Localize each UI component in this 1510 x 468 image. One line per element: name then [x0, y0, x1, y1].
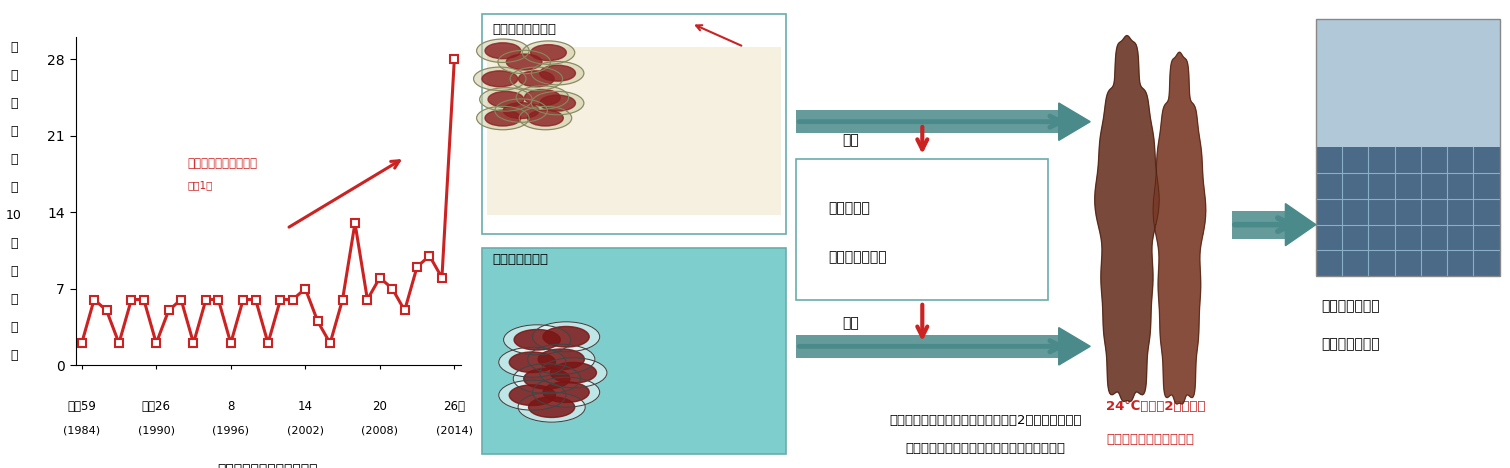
FancyBboxPatch shape: [486, 47, 781, 215]
Text: ・共生細菌: ・共生細菌: [827, 201, 870, 215]
Text: ・生産量の増大: ・生産量の増大: [1321, 337, 1380, 351]
Polygon shape: [1285, 204, 1315, 246]
Text: 日: 日: [11, 153, 18, 166]
Circle shape: [474, 67, 525, 90]
Circle shape: [513, 329, 560, 350]
Circle shape: [539, 65, 575, 81]
Circle shape: [477, 39, 528, 62]
Circle shape: [519, 106, 572, 130]
Circle shape: [528, 397, 575, 417]
Circle shape: [513, 364, 580, 394]
Polygon shape: [1059, 103, 1090, 140]
Text: 月: 月: [11, 237, 18, 250]
Circle shape: [538, 349, 584, 370]
FancyBboxPatch shape: [482, 248, 785, 454]
Circle shape: [533, 377, 599, 407]
Polygon shape: [1095, 36, 1160, 402]
Circle shape: [503, 325, 571, 355]
Circle shape: [518, 392, 586, 422]
Text: ・生産の安定化: ・生産の安定化: [1321, 300, 1380, 314]
Circle shape: [516, 86, 569, 109]
Circle shape: [527, 344, 595, 374]
Text: ノリ生産開始日の経年変化: ノリ生産開始日の経年変化: [217, 463, 319, 468]
Text: 付: 付: [11, 321, 18, 334]
Text: (1996): (1996): [213, 425, 249, 435]
Text: 育種技術を用いた高水温適応素材開発の流れ: 育種技術を用いた高水温適応素材開発の流れ: [906, 442, 1065, 455]
Circle shape: [530, 44, 566, 60]
Polygon shape: [1059, 328, 1090, 365]
Text: (2002): (2002): [287, 425, 323, 435]
Circle shape: [544, 327, 589, 347]
Circle shape: [532, 61, 584, 85]
Text: ・遣伝子　など: ・遣伝子 など: [827, 250, 886, 264]
Circle shape: [498, 347, 566, 377]
Circle shape: [550, 362, 596, 383]
Text: 10: 10: [6, 209, 21, 222]
Circle shape: [482, 71, 518, 87]
Circle shape: [477, 106, 528, 130]
FancyBboxPatch shape: [1315, 147, 1499, 276]
Circle shape: [498, 50, 550, 73]
FancyBboxPatch shape: [796, 335, 1059, 358]
Text: 20: 20: [373, 400, 387, 413]
Circle shape: [524, 89, 560, 105]
Text: 日: 日: [11, 292, 18, 306]
Circle shape: [503, 102, 539, 118]
Text: (1984): (1984): [63, 425, 100, 435]
Circle shape: [495, 99, 547, 122]
Circle shape: [539, 95, 575, 111]
Text: （注1）: （注1）: [187, 180, 213, 190]
Text: 細胞融合技術やプロトプラスト（注2）選抜技術等の: 細胞融合技術やプロトプラスト（注2）選抜技術等の: [889, 414, 1081, 427]
Text: プロトプラスト: プロトプラスト: [492, 253, 548, 266]
Circle shape: [509, 385, 556, 405]
Text: の: の: [11, 265, 18, 278]
Text: 昭和59: 昭和59: [68, 400, 97, 413]
Circle shape: [524, 368, 569, 389]
Text: 開: 開: [11, 97, 18, 110]
FancyBboxPatch shape: [1315, 19, 1499, 147]
Text: 14: 14: [297, 400, 313, 413]
Circle shape: [485, 110, 521, 126]
Circle shape: [532, 91, 584, 115]
Circle shape: [522, 41, 575, 64]
Circle shape: [527, 110, 563, 126]
Text: 生育可能なノリ育種素材: 生育可能なノリ育種素材: [1105, 433, 1194, 446]
Circle shape: [510, 67, 563, 90]
Text: 活用: 活用: [843, 316, 859, 330]
Circle shape: [518, 71, 554, 87]
FancyBboxPatch shape: [796, 110, 1059, 133]
Text: 24℃以上で2週間以上: 24℃以上で2週間以上: [1105, 400, 1205, 413]
Text: (2008): (2008): [361, 425, 399, 435]
FancyBboxPatch shape: [796, 159, 1048, 300]
Text: 苗: 苗: [11, 69, 18, 82]
Text: 平成26: 平成26: [142, 400, 171, 413]
Text: ノリ生産開始日の遅れ: ノリ生産開始日の遅れ: [187, 156, 257, 169]
Circle shape: [485, 43, 521, 58]
FancyBboxPatch shape: [482, 14, 785, 234]
Circle shape: [544, 382, 589, 402]
Circle shape: [488, 91, 524, 107]
Circle shape: [498, 380, 566, 410]
Text: ）: ）: [11, 349, 18, 362]
Circle shape: [539, 358, 607, 388]
Circle shape: [506, 54, 542, 70]
Circle shape: [509, 352, 556, 373]
Text: (1990): (1990): [137, 425, 175, 435]
Text: 融合細胞（矢印）: 融合細胞（矢印）: [492, 23, 556, 37]
Text: 活用: 活用: [843, 133, 859, 147]
Text: （: （: [11, 181, 18, 194]
FancyBboxPatch shape: [1232, 211, 1290, 239]
Text: (2014): (2014): [436, 425, 473, 435]
Circle shape: [533, 322, 599, 352]
Text: 26年: 26年: [444, 400, 465, 413]
Circle shape: [480, 88, 532, 111]
Polygon shape: [1154, 52, 1206, 404]
Text: 始: 始: [11, 125, 18, 138]
Text: 採: 採: [11, 41, 18, 54]
Text: 8: 8: [226, 400, 234, 413]
